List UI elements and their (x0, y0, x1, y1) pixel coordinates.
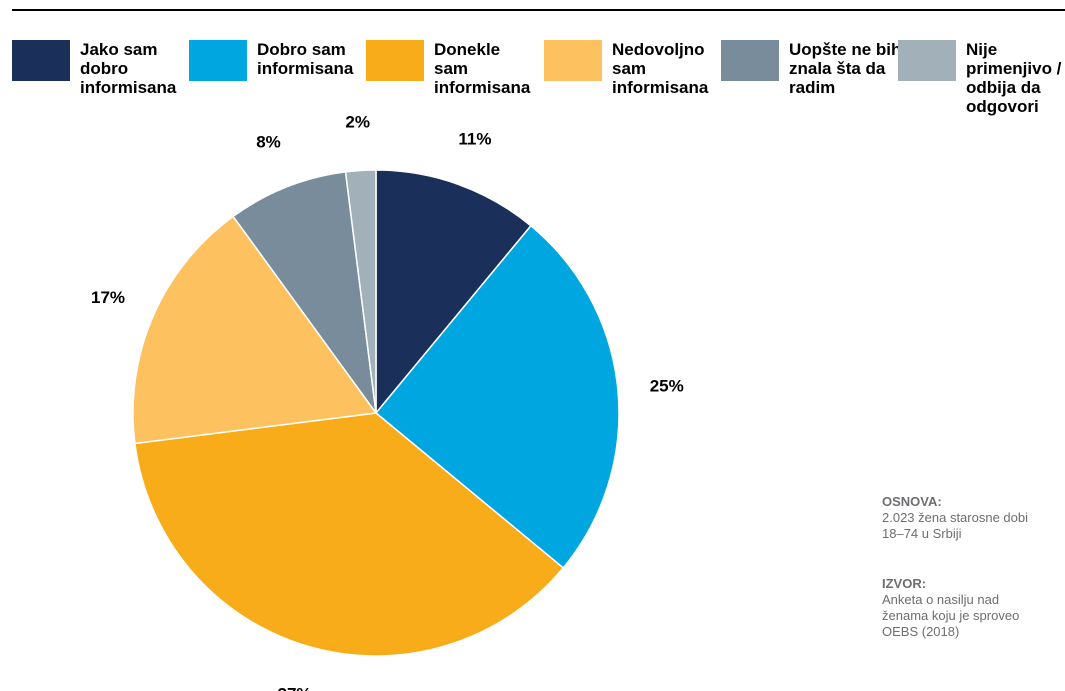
legend-swatch-1 (12, 40, 70, 81)
slice-label-4: 17% (91, 288, 125, 307)
legend-item-3: Donekle sam informisana (366, 40, 530, 97)
legend-label-6: Nije primenjivo / odbija da odgovori (966, 40, 1062, 116)
legend-label-4: Nedovoljno sam informisana (612, 40, 709, 97)
legend-label-3: Donekle sam informisana (434, 40, 531, 97)
legend-item-4: Nedovoljno sam informisana (544, 40, 708, 97)
legend-item-5: Uopšte ne bih znala šta da radim (721, 40, 901, 97)
legend-swatch-2 (189, 40, 247, 81)
legend-item-6: Nije primenjivo / odbija da odgovori (898, 40, 1061, 116)
source-label: IZVOR: (882, 576, 927, 591)
slice-label-2: 25% (650, 377, 684, 396)
slice-label-5: 8% (256, 133, 281, 152)
legend-swatch-6 (898, 40, 956, 81)
pie-slice-5 (232, 171, 377, 414)
legend-swatch-5 (721, 40, 779, 81)
legend-label-5: Uopšte ne bih znala šta da radim (789, 40, 902, 97)
pie-slice-2 (374, 224, 620, 569)
slice-label-1: 11% (458, 129, 491, 148)
basis-label: OSNOVA: (882, 494, 942, 509)
legend-item-2: Dobro sam informisana (189, 40, 353, 81)
top-rule (12, 9, 1065, 11)
pie-slice-1 (375, 169, 532, 416)
basis-note: OSNOVA: 2.023 žena starosne dobi 18–74 u… (882, 494, 1028, 542)
legend-item-1: Jako sam dobro informisana (12, 40, 176, 97)
slice-label-3: 37% (278, 684, 312, 691)
source-note: IZVOR: Anketa o nasilju nad ženama koju … (882, 576, 1019, 640)
legend-label-2: Dobro sam informisana (257, 40, 354, 78)
slice-label-6: 2% (345, 113, 370, 132)
legend-swatch-3 (366, 40, 424, 81)
source-text: Anketa o nasilju nad ženama koju je spro… (882, 592, 1020, 639)
pie-slice-3 (134, 412, 565, 657)
pie-slice-6 (344, 169, 377, 414)
basis-text: 2.023 žena starosne dobi 18–74 u Srbiji (882, 510, 1028, 541)
pie-slice-4 (132, 215, 378, 445)
legend-label-1: Jako sam dobro informisana (80, 40, 177, 97)
legend-swatch-4 (544, 40, 602, 81)
